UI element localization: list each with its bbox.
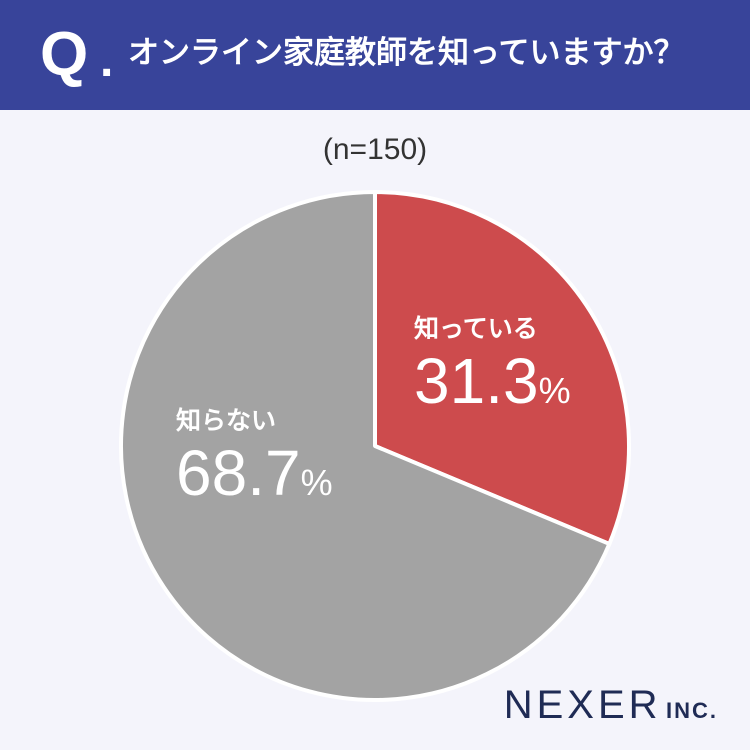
pie-slice-unknown <box>119 190 612 702</box>
question-header: Q . オンライン家庭教師を知っていますか？ <box>0 0 750 110</box>
slice-name-unknown: 知らない <box>176 406 277 435</box>
slice-value-unknown: 68.7 <box>176 437 301 509</box>
slice-name-known: 知っている <box>414 314 538 343</box>
slice-label-known: 知っている 31.3% <box>414 312 571 426</box>
slice-label-unknown: 知らない 68.7% <box>176 404 333 518</box>
slice-percent-known: 31.3% <box>414 346 571 426</box>
q-mark: Q <box>40 20 89 89</box>
question-text: オンライン家庭教師を知っていますか？ <box>128 35 685 71</box>
sample-size-label: (n=150) <box>322 133 428 166</box>
logo-suffix: INC. <box>666 698 718 723</box>
slice-unit-unknown: % <box>300 462 333 503</box>
q-dot: . <box>100 34 114 87</box>
pie-slice-known <box>373 190 631 546</box>
nexer-logo: NEXER INC. <box>504 683 718 728</box>
slice-percent-unknown: 68.7% <box>176 438 333 518</box>
logo-name: NEXER <box>503 683 662 727</box>
slice-unit-known: % <box>538 370 571 411</box>
slice-value-known: 31.3 <box>414 345 539 417</box>
